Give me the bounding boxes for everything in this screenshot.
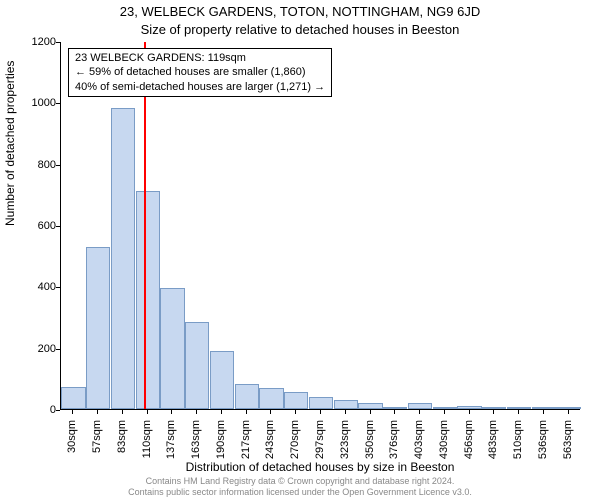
histogram-bar [309, 397, 333, 409]
x-tick-mark [419, 410, 420, 414]
footer-line-2: Contains public sector information licen… [0, 487, 600, 498]
x-tick-mark [493, 410, 494, 414]
annotation-line-3: 40% of semi-detached houses are larger (… [75, 80, 325, 94]
x-tick-mark [97, 410, 98, 414]
x-tick-mark [147, 410, 148, 414]
x-tick-mark [122, 410, 123, 414]
y-axis-title: Number of detached properties [3, 61, 17, 226]
histogram-bar [556, 407, 580, 409]
y-tick-mark [56, 42, 60, 43]
y-tick-label: 1000 [16, 97, 56, 109]
x-tick-mark [345, 410, 346, 414]
histogram-bar [457, 406, 481, 409]
histogram-bar [235, 384, 259, 409]
histogram-bar [334, 400, 358, 409]
x-axis-title: Distribution of detached houses by size … [60, 460, 580, 474]
y-tick-label: 600 [16, 220, 56, 232]
y-tick-mark [56, 349, 60, 350]
histogram-bar [408, 403, 432, 409]
annotation-box: 23 WELBECK GARDENS: 119sqm ← 59% of deta… [68, 48, 332, 97]
y-tick-label: 0 [16, 404, 56, 416]
x-tick-mark [196, 410, 197, 414]
histogram-bar [507, 407, 531, 409]
footer-line-1: Contains HM Land Registry data © Crown c… [0, 476, 600, 487]
x-tick-mark [246, 410, 247, 414]
histogram-bar [532, 407, 556, 409]
x-tick-mark [171, 410, 172, 414]
x-tick-mark [394, 410, 395, 414]
histogram-bar [185, 322, 209, 409]
y-tick-label: 400 [16, 281, 56, 293]
histogram-bar [383, 407, 407, 409]
x-tick-mark [72, 410, 73, 414]
chart-container: 23, WELBECK GARDENS, TOTON, NOTTINGHAM, … [0, 0, 600, 500]
x-tick-mark [444, 410, 445, 414]
chart-title-main: 23, WELBECK GARDENS, TOTON, NOTTINGHAM, … [0, 4, 600, 19]
y-tick-mark [56, 287, 60, 288]
histogram-bar [482, 407, 506, 409]
histogram-bar [160, 288, 184, 409]
annotation-line-2: ← 59% of detached houses are smaller (1,… [75, 65, 325, 79]
histogram-bar [358, 403, 382, 409]
x-tick-mark [518, 410, 519, 414]
x-tick-mark [320, 410, 321, 414]
plot-area [60, 42, 580, 410]
chart-title-sub: Size of property relative to detached ho… [0, 22, 600, 37]
y-tick-label: 200 [16, 343, 56, 355]
histogram-bar [433, 407, 457, 409]
x-tick-mark [370, 410, 371, 414]
histogram-bar [86, 247, 110, 409]
x-tick-mark [469, 410, 470, 414]
x-tick-mark [568, 410, 569, 414]
x-tick-mark [543, 410, 544, 414]
footer-attribution: Contains HM Land Registry data © Crown c… [0, 476, 600, 498]
y-tick-mark [56, 103, 60, 104]
x-tick-mark [270, 410, 271, 414]
x-tick-mark [221, 410, 222, 414]
x-tick-mark [295, 410, 296, 414]
reference-line [144, 42, 146, 409]
histogram-bar [259, 388, 283, 409]
y-tick-label: 800 [16, 159, 56, 171]
histogram-bar [136, 191, 160, 409]
y-tick-mark [56, 410, 60, 411]
annotation-line-1: 23 WELBECK GARDENS: 119sqm [75, 51, 325, 65]
y-tick-mark [56, 165, 60, 166]
histogram-bar [111, 108, 135, 409]
y-tick-mark [56, 226, 60, 227]
y-tick-label: 1200 [16, 36, 56, 48]
histogram-bar [61, 387, 85, 409]
histogram-bar [210, 351, 234, 409]
histogram-bar [284, 392, 308, 409]
